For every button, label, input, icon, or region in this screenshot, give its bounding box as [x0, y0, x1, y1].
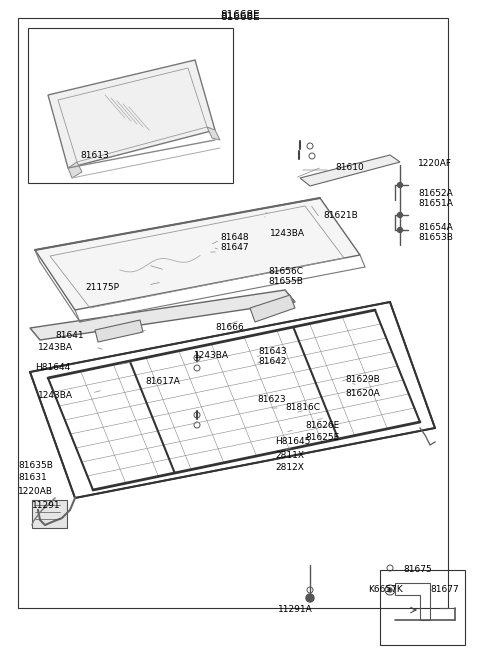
Text: 81610: 81610	[335, 163, 364, 173]
Text: 81656C: 81656C	[268, 268, 303, 276]
Text: 1220AF: 1220AF	[418, 159, 452, 167]
Circle shape	[388, 588, 392, 592]
Text: K6657K: K6657K	[368, 586, 403, 594]
Text: 81617A: 81617A	[145, 377, 180, 386]
Text: 81613: 81613	[81, 150, 109, 159]
Text: 81642: 81642	[258, 358, 287, 367]
Polygon shape	[48, 60, 215, 168]
Text: 81652A: 81652A	[418, 188, 453, 197]
Text: 81635B: 81635B	[18, 461, 53, 470]
Text: 81675: 81675	[403, 565, 432, 575]
Bar	[380, 570, 465, 645]
Text: 81666: 81666	[215, 323, 244, 333]
Text: 81621B: 81621B	[323, 211, 358, 220]
Polygon shape	[95, 320, 143, 342]
Polygon shape	[207, 127, 220, 140]
Text: 81629B: 81629B	[345, 375, 380, 384]
Text: 1243BA: 1243BA	[194, 350, 229, 359]
Text: 81654A: 81654A	[418, 224, 453, 232]
Circle shape	[397, 228, 403, 232]
Text: 81655B: 81655B	[268, 277, 303, 287]
Text: 1243BA: 1243BA	[38, 390, 73, 400]
Polygon shape	[68, 162, 82, 178]
Text: 81677: 81677	[430, 586, 459, 594]
Polygon shape	[250, 295, 295, 322]
Circle shape	[397, 182, 403, 188]
Text: 11291: 11291	[32, 501, 60, 510]
Text: 81816C: 81816C	[285, 403, 320, 413]
Bar	[28, 28, 233, 183]
Text: 81643: 81643	[258, 348, 287, 356]
Text: 81625E: 81625E	[305, 432, 339, 441]
Polygon shape	[35, 198, 360, 310]
Text: 81653B: 81653B	[418, 234, 453, 243]
Text: 81668E: 81668E	[220, 10, 260, 20]
Polygon shape	[300, 155, 400, 186]
Text: 81620A: 81620A	[345, 388, 380, 398]
Text: 81623: 81623	[257, 396, 286, 405]
Bar	[18, 18, 448, 608]
Circle shape	[306, 594, 314, 602]
Text: 2811X: 2811X	[275, 451, 304, 459]
Bar	[32, 500, 67, 528]
Text: 2812X: 2812X	[275, 462, 304, 472]
Text: 11291A: 11291A	[277, 605, 312, 615]
Text: 81651A: 81651A	[418, 199, 453, 207]
Text: 81648: 81648	[220, 234, 249, 243]
Text: 81641: 81641	[55, 331, 84, 340]
Text: 81626E: 81626E	[305, 420, 339, 430]
Text: 81631: 81631	[18, 474, 47, 483]
Polygon shape	[30, 290, 295, 340]
Circle shape	[397, 213, 403, 218]
Text: 81668E: 81668E	[220, 12, 260, 22]
Text: 21175P: 21175P	[85, 283, 119, 293]
Text: H81644: H81644	[35, 363, 70, 373]
Text: 1243BA: 1243BA	[270, 228, 305, 237]
Text: H81645: H81645	[275, 438, 311, 447]
Text: 1220AB: 1220AB	[18, 487, 53, 497]
Text: 1243BA: 1243BA	[38, 344, 73, 352]
Text: 81647: 81647	[220, 243, 249, 253]
